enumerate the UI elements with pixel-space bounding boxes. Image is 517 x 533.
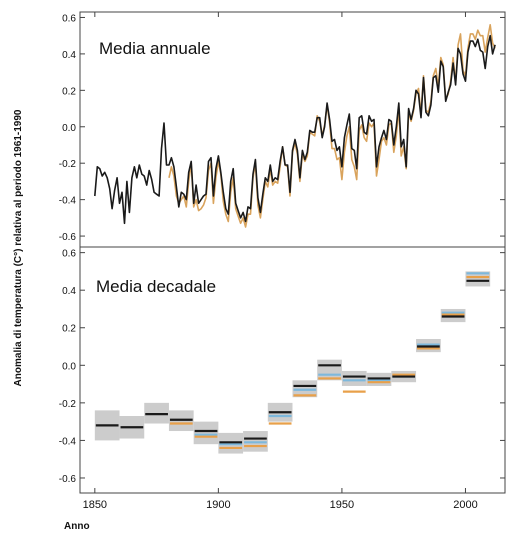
top-series-lines: [94, 23, 496, 228]
decade-uncertainty-band: [317, 359, 342, 381]
x-tick-label: 1950: [330, 499, 354, 511]
top-y-tick-label: 0.0: [62, 123, 76, 134]
bottom-y-tick-label: -0.2: [59, 399, 77, 410]
x-tick-label: 2000: [453, 499, 477, 511]
top-y-tick-label: -0.6: [59, 232, 77, 243]
decadal-bars: [94, 271, 491, 454]
decade-uncertainty-band: [193, 421, 219, 445]
x-tick-label: 1900: [206, 499, 230, 511]
top-y-tick-label: -0.2: [59, 159, 77, 170]
top-y-tick-label: 0.6: [62, 13, 76, 24]
top-y-tick-label: -0.4: [59, 196, 77, 207]
decade-uncertainty-band: [341, 370, 367, 386]
x-tick-label: 1850: [83, 499, 107, 511]
bottom-y-tick-label: 0.6: [62, 249, 76, 260]
bottom-panel-title: Media decadale: [96, 277, 216, 296]
top-y-tick-label: 0.4: [62, 50, 76, 61]
bottom-y-tick-label: -0.6: [59, 474, 77, 485]
bottom-y-ticks: -0.6 -0.4 -0.2 0.0 0.2 0.4 0.6: [59, 249, 505, 485]
x-ticks: 1850 1900 1950 2000: [83, 12, 478, 511]
y-axis-label: Anomalia di temperatura (C°) relativa al…: [13, 109, 24, 386]
top-y-tick-label: 0.2: [62, 86, 76, 97]
bottom-y-tick-label: 0.0: [62, 361, 76, 372]
top-panel-title: Media annuale: [99, 39, 211, 58]
bottom-y-tick-label: -0.4: [59, 436, 77, 447]
series-line-black: [94, 34, 496, 225]
top-y-ticks: -0.6 -0.4 -0.2 0.0 0.2 0.4 0.6: [59, 13, 505, 243]
bottom-y-tick-label: 0.4: [62, 286, 76, 297]
decade-uncertainty-band: [465, 271, 491, 287]
series-line-orange: [168, 23, 496, 228]
bottom-y-tick-label: 0.2: [62, 324, 76, 335]
x-axis-label: Anno: [64, 521, 90, 532]
bottom-panel-frame: [79, 246, 506, 494]
